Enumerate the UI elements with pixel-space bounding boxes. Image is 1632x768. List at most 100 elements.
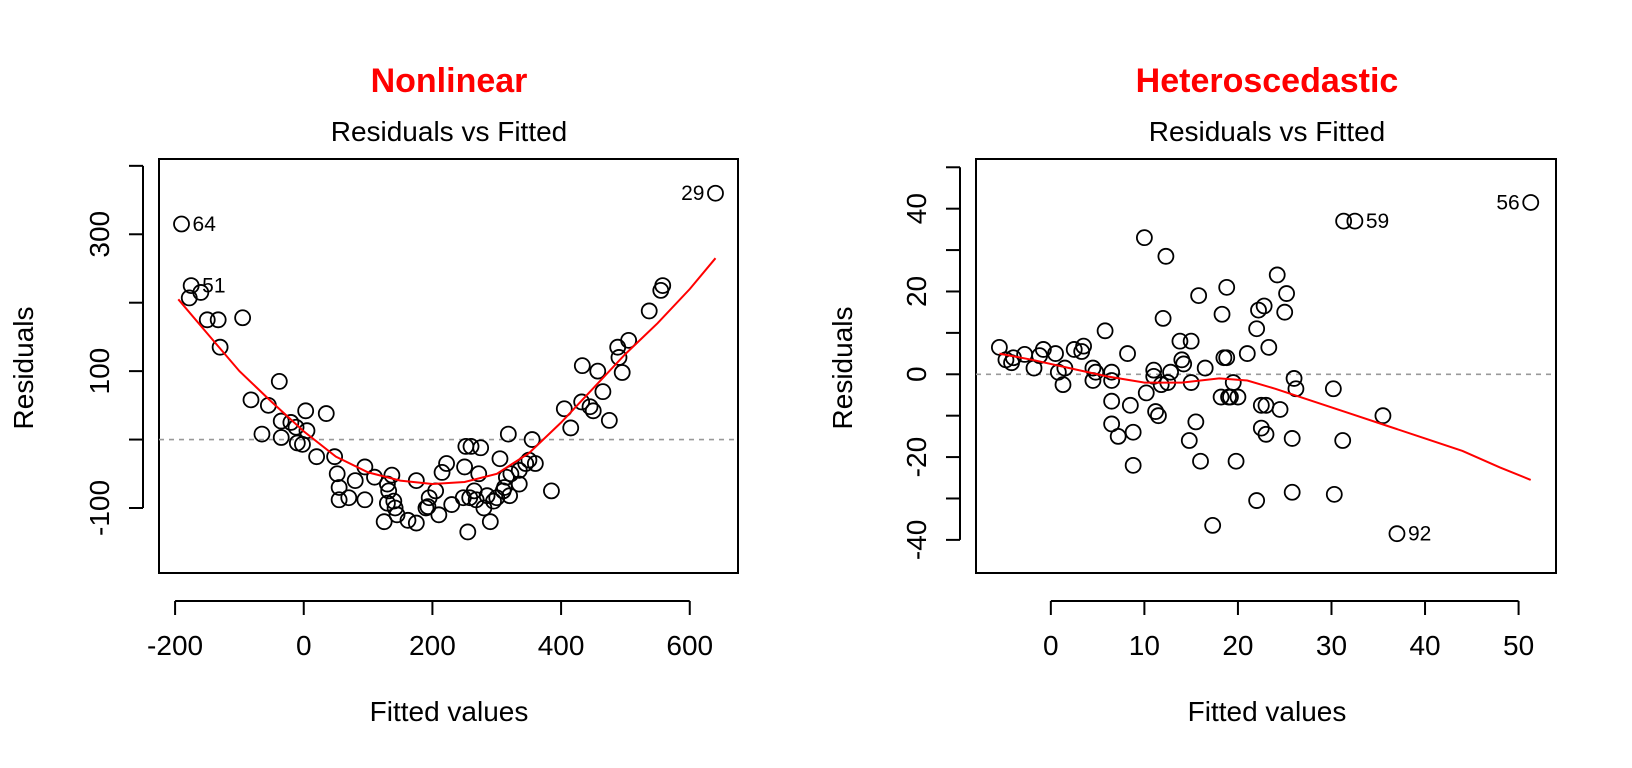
heteroscedastic-data-point bbox=[1047, 345, 1064, 362]
heteroscedastic-data-point bbox=[1137, 384, 1155, 402]
nonlinear-x-tick-label: -200 bbox=[147, 630, 203, 661]
heteroscedastic-data-point bbox=[1283, 430, 1301, 447]
nonlinear-x-tick-label: 0 bbox=[296, 630, 312, 661]
heteroscedastic-data-point bbox=[1119, 345, 1136, 362]
nonlinear-data-point bbox=[298, 422, 316, 440]
heteroscedastic-data-point bbox=[1084, 359, 1102, 377]
nonlinear-data-point bbox=[543, 482, 560, 500]
heteroscedastic-data-point bbox=[1268, 266, 1286, 284]
heteroscedastic-plot-area: 0 10 20 30 40 50 -40 -20 0 20 40 59 56 92 bbox=[901, 158, 1557, 661]
nonlinear-point-label: 64 bbox=[193, 213, 217, 236]
nonlinear-data-point bbox=[282, 414, 300, 431]
heteroscedastic-data-point bbox=[1252, 396, 1270, 414]
nonlinear-plot-frame bbox=[158, 158, 739, 574]
nonlinear-data-point bbox=[462, 438, 480, 455]
nonlinear-x-tick-label: 400 bbox=[538, 630, 585, 661]
heteroscedastic-x-tick-label: 40 bbox=[1409, 630, 1440, 661]
nonlinear-subtitle: Residuals vs Fitted bbox=[331, 116, 568, 147]
nonlinear-data-point bbox=[594, 383, 612, 401]
heteroscedastic-data-point bbox=[1121, 396, 1139, 414]
nonlinear-data-point bbox=[242, 391, 260, 409]
heteroscedastic-data-point bbox=[1324, 380, 1342, 398]
nonlinear-data-point bbox=[328, 465, 346, 483]
nonlinear-data-point bbox=[584, 402, 602, 420]
heteroscedastic-data-point bbox=[1124, 456, 1142, 474]
nonlinear-data-point bbox=[600, 412, 618, 429]
heteroscedastic-data-point bbox=[1248, 320, 1266, 338]
heteroscedastic-data-point bbox=[1522, 194, 1540, 211]
nonlinear-data-point bbox=[654, 277, 672, 294]
nonlinear-x-axis-label: Fitted values bbox=[370, 696, 529, 727]
heteroscedastic-data-point bbox=[1182, 332, 1200, 350]
heteroscedastic-data-point bbox=[1257, 425, 1275, 443]
nonlinear-data-point bbox=[499, 425, 517, 443]
nonlinear-data-point bbox=[198, 311, 216, 329]
heteroscedastic-data-point bbox=[1103, 392, 1121, 410]
nonlinear-y-tick-label: 100 bbox=[84, 348, 115, 395]
heteroscedastic-data-point bbox=[1171, 332, 1189, 350]
nonlinear-y-tick-label: 300 bbox=[84, 211, 115, 258]
nonlinear-data-point bbox=[433, 464, 451, 481]
nonlinear-data-point bbox=[523, 431, 541, 448]
nonlinear-data-point bbox=[417, 499, 435, 517]
heteroscedastic-y-tick-label: 40 bbox=[901, 193, 932, 224]
nonlinear-y-axis-label: Residuals bbox=[8, 307, 39, 430]
heteroscedastic-data-point bbox=[1213, 305, 1231, 323]
nonlinear-panel: Nonlinear Residuals vs Fitted Fitted val… bbox=[8, 62, 739, 727]
heteroscedastic-data-point bbox=[1054, 376, 1072, 394]
heteroscedastic-point-label: 56 bbox=[1496, 191, 1519, 214]
nonlinear-data-point bbox=[386, 499, 404, 517]
heteroscedastic-data-point bbox=[1334, 432, 1352, 449]
nonlinear-data-point bbox=[510, 475, 528, 493]
heteroscedastic-data-point bbox=[1283, 483, 1301, 501]
heteroscedastic-data-point bbox=[1034, 341, 1052, 358]
heteroscedastic-y-tick-label: 20 bbox=[901, 276, 932, 307]
heteroscedastic-data-point bbox=[1196, 359, 1214, 377]
nonlinear-data-point bbox=[340, 489, 358, 507]
nonlinear-data-point bbox=[272, 412, 290, 430]
heteroscedastic-data-point bbox=[1218, 349, 1236, 367]
nonlinear-data-point bbox=[383, 466, 401, 484]
heteroscedastic-y-axis-label: Residuals bbox=[827, 307, 858, 430]
heteroscedastic-data-point bbox=[1248, 492, 1266, 509]
heteroscedastic-data-point bbox=[1150, 407, 1167, 425]
nonlinear-data-point bbox=[562, 419, 580, 437]
nonlinear-data-point bbox=[573, 357, 591, 375]
heteroscedastic-data-point bbox=[1103, 363, 1121, 381]
nonlinear-data-point bbox=[640, 302, 658, 320]
nonlinear-data-point bbox=[330, 479, 348, 496]
nonlinear-data-point bbox=[346, 472, 364, 490]
heteroscedastic-data-point bbox=[1255, 297, 1273, 315]
nonlinear-data-point bbox=[419, 498, 437, 516]
heteroscedastic-data-point bbox=[1147, 403, 1165, 420]
heteroscedastic-data-point bbox=[1152, 376, 1170, 394]
heteroscedastic-x-tick-label: 20 bbox=[1222, 630, 1253, 661]
heteroscedastic-data-point bbox=[1285, 370, 1303, 387]
heteroscedastic-point-label: 92 bbox=[1408, 523, 1431, 546]
heteroscedastic-data-point bbox=[1250, 301, 1267, 319]
heteroscedastic-data-point bbox=[1238, 345, 1256, 362]
heteroscedastic-point-label: 59 bbox=[1366, 210, 1389, 233]
heteroscedastic-data-point bbox=[1154, 309, 1172, 327]
nonlinear-data-point bbox=[555, 400, 573, 418]
nonlinear-data-point bbox=[388, 506, 406, 524]
heteroscedastic-data-point bbox=[1075, 337, 1092, 355]
nonlinear-data-point bbox=[375, 513, 393, 531]
nonlinear-data-point bbox=[438, 455, 455, 472]
heteroscedastic-x-tick-label: 0 bbox=[1043, 630, 1059, 661]
nonlinear-data-point bbox=[234, 309, 252, 327]
nonlinear-point-label: 29 bbox=[681, 182, 704, 205]
nonlinear-data-point bbox=[317, 405, 335, 422]
heteroscedastic-data-point bbox=[1346, 212, 1364, 230]
nonlinear-data-point bbox=[192, 284, 210, 301]
nonlinear-data-point bbox=[491, 450, 509, 468]
nonlinear-data-point bbox=[330, 491, 348, 509]
nonlinear-data-point bbox=[481, 513, 499, 531]
nonlinear-data-point bbox=[297, 402, 315, 420]
heteroscedastic-data-point bbox=[1192, 452, 1209, 470]
nonlinear-data-point bbox=[573, 393, 591, 411]
nonlinear-title: Nonlinear bbox=[371, 62, 528, 100]
nonlinear-data-point bbox=[380, 482, 398, 500]
nonlinear-data-point bbox=[581, 398, 599, 416]
